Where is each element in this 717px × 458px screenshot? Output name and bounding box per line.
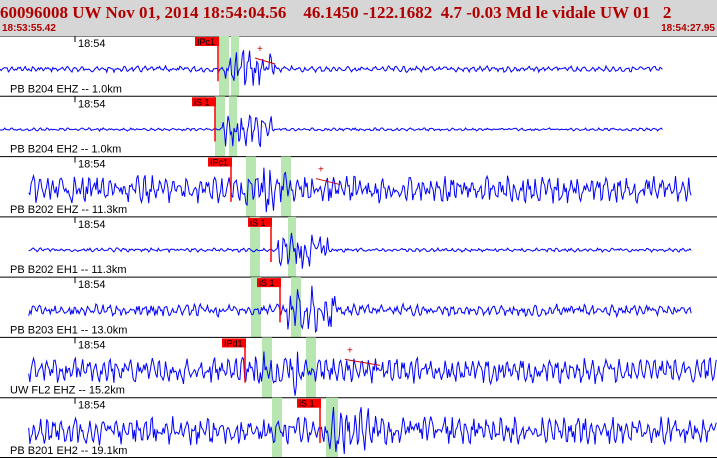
time-tick-label: 18:54 — [78, 400, 106, 412]
channel-label: PB B204 EH2 -- 1.0km — [10, 144, 121, 156]
pick-band — [306, 337, 316, 398]
phase-pick-marker[interactable] — [195, 37, 219, 46]
waveform-panel[interactable]: 18:54 IPc1 PB B204 EHZ -- 1.0km 18:54 iS 1 PB… — [0, 36, 717, 458]
window-start-time: 18:53:55.42 — [2, 23, 56, 34]
channel-label: PB B202 EH1 -- 11.3km — [10, 264, 127, 276]
channel-label: PB B203 EH1 -- 13.0km — [10, 324, 127, 336]
pick-band — [288, 216, 296, 278]
channel-label: PB B202 EHZ -- 11.3km — [10, 204, 127, 216]
coda-marker — [315, 178, 341, 186]
event-header: 60096008 UW Nov 01, 2014 18:54:04.56 46.… — [0, 0, 717, 36]
pick-band — [262, 337, 272, 398]
channel-label: PB B204 EHZ -- 1.0km — [10, 83, 122, 95]
pick-band — [251, 277, 261, 338]
phase-pick-label: iS 1 — [250, 218, 266, 228]
coda-marker — [344, 358, 381, 366]
waveform-trace[interactable] — [28, 232, 692, 269]
phase-pick-label: IPd1 — [224, 338, 243, 348]
coda-plus-icon: + — [347, 345, 353, 356]
time-tick-label: 18:54 — [78, 279, 106, 291]
time-tick-label: 18:54 — [78, 98, 106, 110]
pick-band — [246, 156, 256, 217]
phase-pick-label: iS 1 — [194, 97, 210, 107]
event-title: 60096008 UW Nov 01, 2014 18:54:04.56 46.… — [0, 3, 672, 22]
pick-band — [219, 36, 229, 97]
time-tick-label: 18:54 — [78, 339, 106, 351]
waveform-trace[interactable] — [28, 406, 717, 454]
phase-pick-marker[interactable] — [257, 278, 281, 288]
time-tick-label: 18:54 — [78, 159, 106, 171]
channel-label: UW FL2 EHZ -- 15.2km — [10, 385, 125, 397]
coda-marker — [254, 57, 276, 65]
phase-pick-marker[interactable] — [208, 157, 232, 167]
waveform-trace[interactable] — [0, 50, 663, 86]
waveform-trace[interactable] — [28, 285, 692, 334]
phase-pick-label: IPc1 — [210, 158, 228, 168]
window-end-time: 18:54:27.95 — [661, 23, 715, 34]
coda-plus-icon: + — [318, 165, 324, 176]
channel-label: PB B201 EH2 -- 19.1km — [10, 445, 127, 457]
phase-pick-marker[interactable] — [192, 97, 216, 107]
pick-band — [281, 156, 291, 217]
waveform-trace[interactable] — [28, 167, 692, 213]
phase-pick-label: iS 1 — [259, 278, 275, 288]
phase-pick-label: IPc1 — [197, 37, 215, 47]
pick-band — [272, 397, 282, 458]
pick-band — [215, 96, 225, 157]
pick-band — [229, 96, 237, 157]
phase-pick-label: iS 1 — [299, 399, 315, 409]
phase-pick-marker[interactable] — [222, 338, 246, 348]
phase-pick-marker[interactable] — [248, 217, 272, 227]
time-tick-label: 18:54 — [78, 219, 106, 231]
phase-pick-marker[interactable] — [297, 398, 321, 408]
waveform-trace[interactable] — [28, 351, 717, 396]
waveform-trace[interactable] — [0, 114, 663, 147]
time-tick-label: 18:54 — [78, 38, 106, 50]
pick-band — [250, 216, 260, 278]
coda-plus-icon: + — [257, 44, 263, 55]
